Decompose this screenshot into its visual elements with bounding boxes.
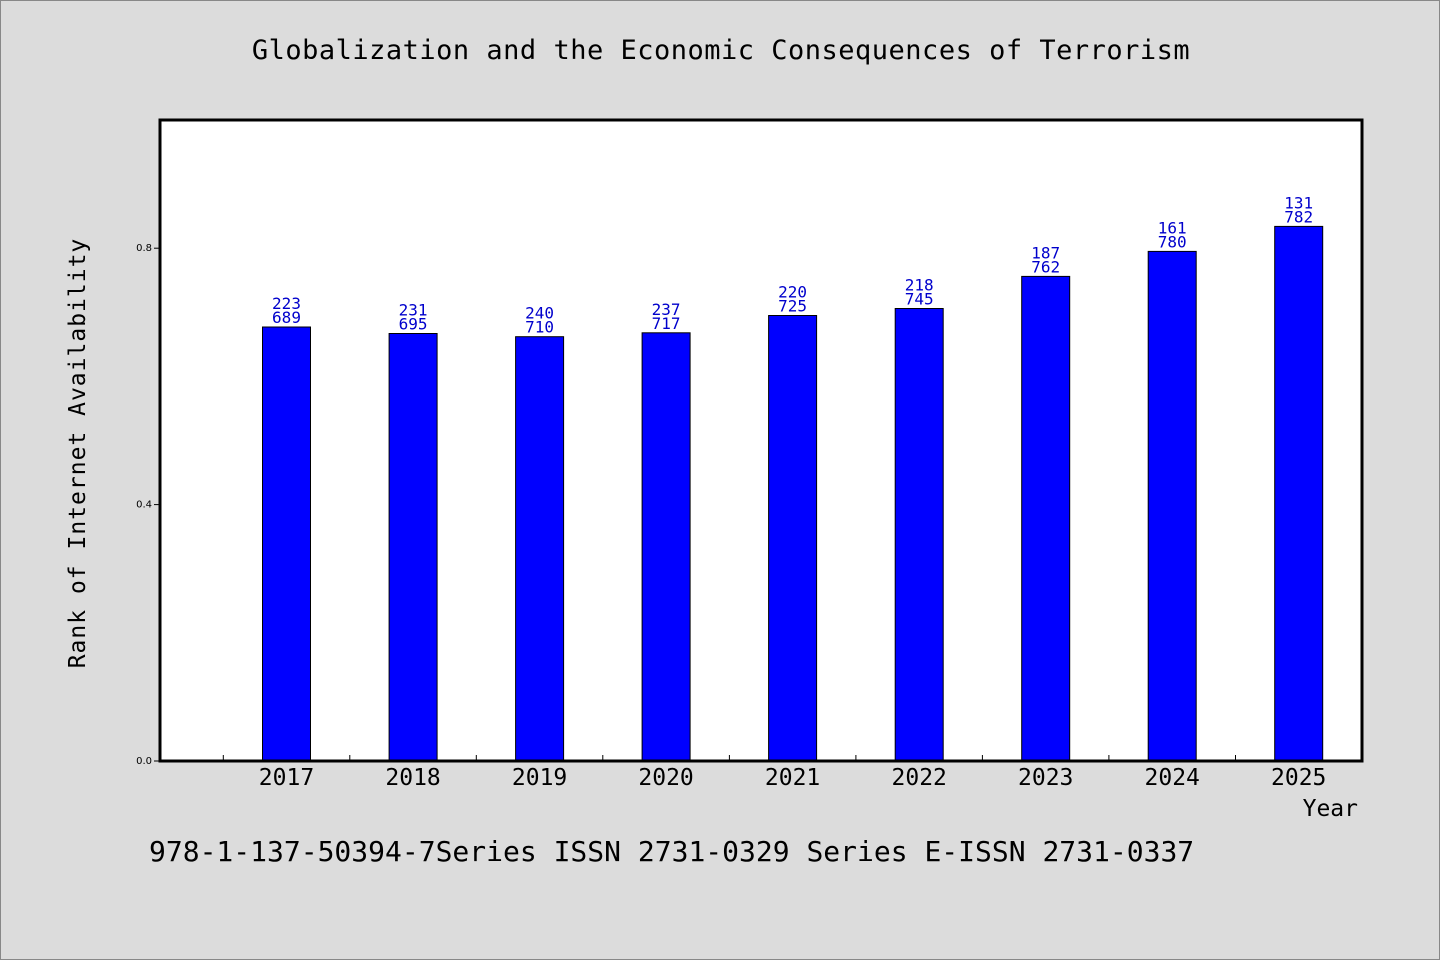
bar xyxy=(1021,275,1071,762)
bar-label-bottom: 762 xyxy=(1031,257,1060,276)
bar-label-top: 218 xyxy=(905,276,934,295)
x-tick-label: 2024 xyxy=(1145,765,1200,791)
bar xyxy=(641,332,691,762)
bar xyxy=(1274,225,1324,762)
bar-label-top: 131 xyxy=(1284,193,1313,212)
x-tick-label: 2021 xyxy=(765,765,820,791)
x-tick-label: 2018 xyxy=(385,765,440,791)
bar-label-bottom: 689 xyxy=(272,308,301,327)
bar xyxy=(894,308,944,762)
chart-title: Globalization and the Economic Consequen… xyxy=(251,35,1191,66)
bar-label-bottom: 710 xyxy=(525,318,554,337)
footer-text: 978-1-137-50394-7Series ISSN 2731-0329 S… xyxy=(149,835,1195,868)
bar xyxy=(515,336,565,762)
bar-label-top: 237 xyxy=(652,300,681,319)
y-tick-label: 0.4 xyxy=(136,500,152,511)
y-tick-label: 0.8 xyxy=(136,243,152,254)
x-tick-label: 2023 xyxy=(1018,765,1073,791)
y-axis-label: Rank of Internet Availability xyxy=(65,237,91,669)
bar-label-top: 220 xyxy=(778,283,807,302)
x-tick-label: 2022 xyxy=(892,765,947,791)
bar-label-bottom: 695 xyxy=(399,315,428,334)
x-tick-label: 2017 xyxy=(259,765,314,791)
bar-label-bottom: 725 xyxy=(778,297,807,316)
bar-label-top: 187 xyxy=(1031,243,1060,262)
x-tick-label: 2025 xyxy=(1271,765,1326,791)
bar xyxy=(388,333,438,762)
bar-label-top: 161 xyxy=(1158,218,1187,237)
x-tick-label: 2020 xyxy=(638,765,693,791)
ticks-layer: 2017 2018 2019 2020 2021 2022 2023 2024 2025 0.0 0… xyxy=(136,243,1326,791)
bar-label-top: 223 xyxy=(272,294,301,313)
bar xyxy=(768,315,818,762)
plot-frame xyxy=(158,118,1364,763)
x-axis-label: Year xyxy=(1302,796,1358,822)
bar xyxy=(262,326,311,762)
bar-label-bottom: 780 xyxy=(1158,232,1187,251)
bar-label-top: 240 xyxy=(525,304,554,323)
bar xyxy=(1147,250,1197,762)
y-tick-label: 0.0 xyxy=(136,756,152,767)
bar-label-bottom: 717 xyxy=(652,314,681,333)
bar-label-bottom: 745 xyxy=(905,290,934,309)
bar-label-top: 231 xyxy=(399,301,428,320)
bar-label-bottom: 782 xyxy=(1284,207,1313,226)
x-tick-label: 2019 xyxy=(512,765,567,791)
